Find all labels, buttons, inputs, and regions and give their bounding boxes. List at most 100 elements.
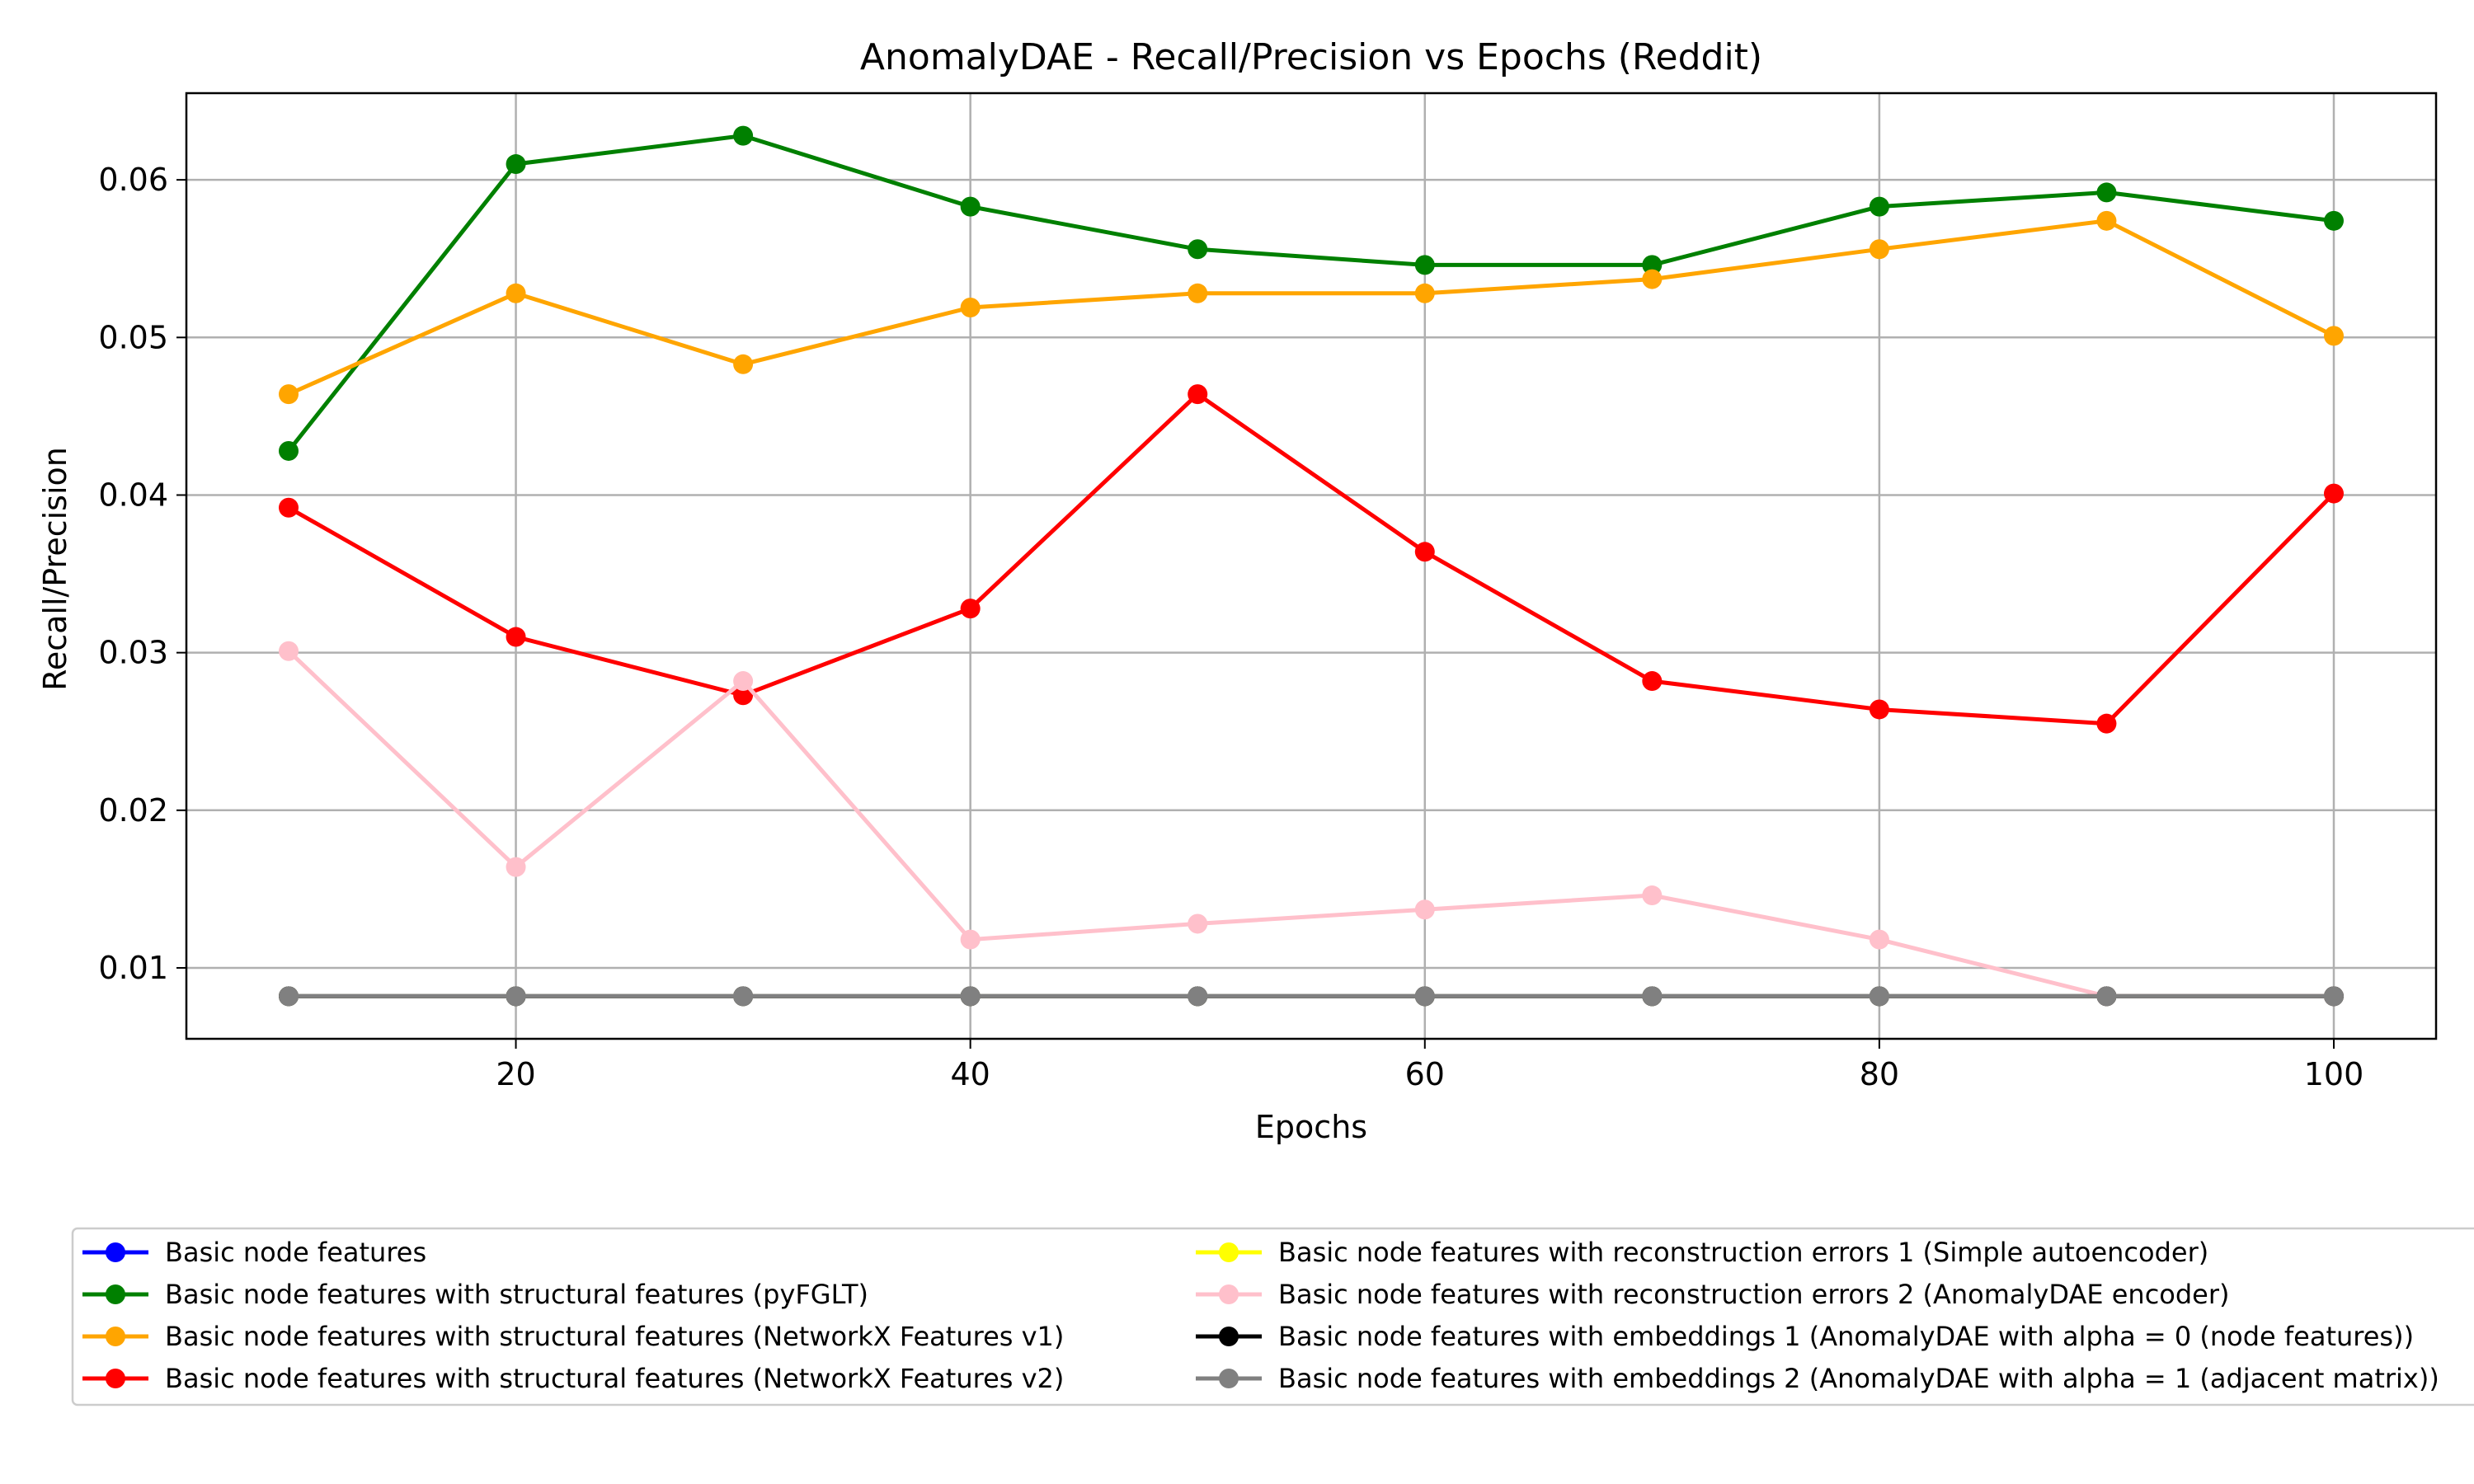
legend-label: Basic node features — [165, 1237, 426, 1268]
y-tick-label: 0.05 — [98, 319, 168, 355]
data-point — [733, 354, 754, 374]
legend-entry: Basic node features with structural feat… — [82, 1279, 868, 1310]
data-point — [1188, 239, 1208, 260]
series-line — [287, 134, 2335, 453]
data-point — [2096, 986, 2117, 1007]
x-tick-label: 80 — [1860, 1056, 1899, 1092]
legend-label: Basic node features with embeddings 2 (A… — [1278, 1363, 2439, 1394]
legend-label: Basic node features with structural feat… — [165, 1321, 1064, 1352]
series-4 — [279, 384, 2344, 734]
data-point — [733, 685, 754, 706]
legend-label: Basic node features with structural feat… — [165, 1363, 1064, 1394]
data-point — [506, 627, 526, 647]
data-point — [1642, 671, 1663, 692]
legend-entry: Basic node features with reconstruction … — [1196, 1279, 2230, 1310]
data-point — [506, 154, 526, 175]
data-point — [279, 384, 299, 405]
legend-marker — [1219, 1284, 1239, 1304]
y-tick-label: 0.02 — [98, 792, 168, 829]
x-tick-label: 100 — [2304, 1056, 2364, 1092]
legend-marker — [1219, 1242, 1239, 1262]
legend-marker — [1219, 1327, 1239, 1346]
legend-label: Basic node features with embeddings 1 (A… — [1278, 1321, 2414, 1352]
chart-title: AnomalyDAE - Recall/Precision vs Epochs … — [860, 36, 1762, 78]
data-point — [733, 671, 754, 692]
data-point — [1642, 255, 1663, 275]
series-2 — [279, 125, 2344, 461]
data-point — [1414, 986, 1435, 1007]
data-point — [2324, 210, 2344, 231]
data-point — [2096, 713, 2117, 734]
data-point — [1188, 913, 1208, 934]
series-3 — [279, 210, 2344, 405]
legend-entry: Basic node features — [82, 1237, 426, 1268]
data-point — [506, 857, 526, 877]
x-tick-label: 60 — [1405, 1056, 1445, 1092]
data-point — [1414, 283, 1435, 303]
legend-entry: Basic node features with reconstruction … — [1196, 1237, 2208, 1268]
legend-label: Basic node features with reconstruction … — [1278, 1279, 2230, 1310]
data-point — [960, 297, 981, 317]
legend-label: Basic node features with structural feat… — [165, 1279, 868, 1310]
x-tick-label: 40 — [950, 1056, 990, 1092]
grid-lines — [186, 93, 2436, 1039]
series-layer — [279, 125, 2344, 1007]
data-point — [1188, 986, 1208, 1007]
data-point — [1642, 885, 1663, 906]
data-point — [1188, 384, 1208, 405]
series-line — [287, 218, 2335, 397]
data-point — [1869, 986, 1889, 1007]
data-point — [2096, 182, 2117, 203]
data-point — [1869, 929, 1889, 950]
y-axis-label: Recall/Precision — [37, 447, 73, 691]
legend-entry: Basic node features with structural feat… — [82, 1321, 1064, 1352]
data-point — [279, 986, 299, 1007]
legend: Basic node features Basic node features w… — [71, 1227, 2474, 1407]
data-point — [1414, 542, 1435, 562]
x-axis-label: Epochs — [1255, 1109, 1367, 1145]
data-point — [960, 986, 981, 1007]
data-point — [960, 599, 981, 619]
x-tick-label: 20 — [496, 1056, 535, 1092]
data-point — [1642, 986, 1663, 1007]
data-point — [1414, 899, 1435, 920]
data-point — [2324, 986, 2344, 1007]
data-point — [279, 440, 299, 461]
legend-entry: Basic node features with embeddings 2 (A… — [1196, 1363, 2439, 1394]
data-point — [960, 929, 981, 950]
legend-marker — [106, 1242, 125, 1262]
data-point — [1414, 255, 1435, 275]
y-tick-label: 0.03 — [98, 635, 168, 671]
series-line — [287, 392, 2335, 726]
plot-frame — [185, 92, 2438, 1040]
data-point — [733, 986, 754, 1007]
legend-entry: Basic node features with structural feat… — [82, 1363, 1064, 1394]
series-8 — [279, 986, 2344, 1007]
data-point — [1188, 283, 1208, 303]
data-point — [2324, 326, 2344, 346]
legend-marker — [1219, 1369, 1239, 1388]
data-point — [733, 125, 754, 146]
legend-marker — [106, 1327, 125, 1346]
data-point — [1869, 699, 1889, 720]
data-point — [506, 986, 526, 1007]
data-point — [1642, 269, 1663, 289]
data-point — [1869, 239, 1889, 260]
data-point — [279, 641, 299, 661]
y-tick-label: 0.04 — [98, 477, 168, 513]
legend-marker — [106, 1284, 125, 1304]
series-line — [287, 649, 2334, 998]
legend-box — [71, 1227, 2474, 1407]
data-point — [960, 196, 981, 217]
y-tick-label: 0.06 — [98, 162, 168, 198]
data-point — [506, 283, 526, 303]
legend-marker — [106, 1369, 125, 1388]
legend-label: Basic node features with reconstruction … — [1278, 1237, 2208, 1268]
data-point — [2096, 210, 2117, 231]
data-point — [279, 497, 299, 518]
data-point — [1869, 196, 1889, 217]
axis-ticks: 20 40 60 80 100 0.01 0.02 0.03 0.04 0.05 0.06 — [98, 162, 2363, 1092]
legend-items: Basic node features Basic node features w… — [82, 1237, 2439, 1394]
y-tick-label: 0.01 — [98, 950, 168, 986]
